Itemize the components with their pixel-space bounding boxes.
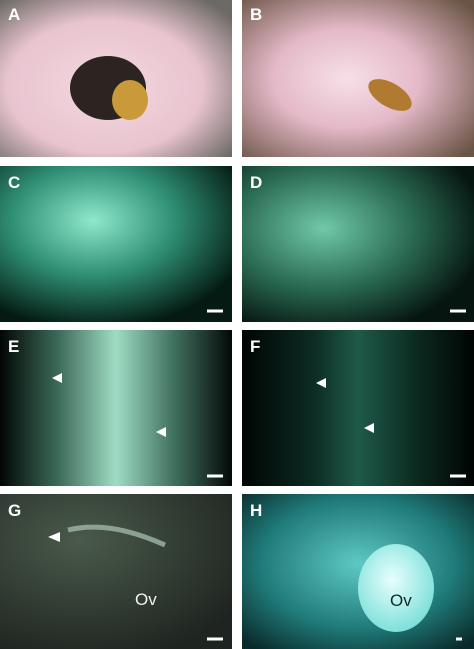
panel-e: E [0,330,232,486]
panel-h: H Ov [242,494,474,649]
panel-f: F [242,330,474,486]
annotation: Ov [390,591,412,610]
panel-label: E [8,337,19,356]
panel-label: D [250,173,262,192]
panel-b: B [242,0,474,157]
annotation: Ov [135,590,157,609]
panel-label: C [8,173,20,192]
panel-c: C [0,166,232,322]
panel-a: A [0,0,232,157]
panel-label: B [250,5,262,24]
panel-label: F [250,337,260,356]
panel-label: H [250,501,262,520]
panel-label: G [8,501,21,520]
panel-g: G Ov [0,494,232,649]
panel-label: A [8,5,20,24]
panel-d: D [242,166,474,322]
